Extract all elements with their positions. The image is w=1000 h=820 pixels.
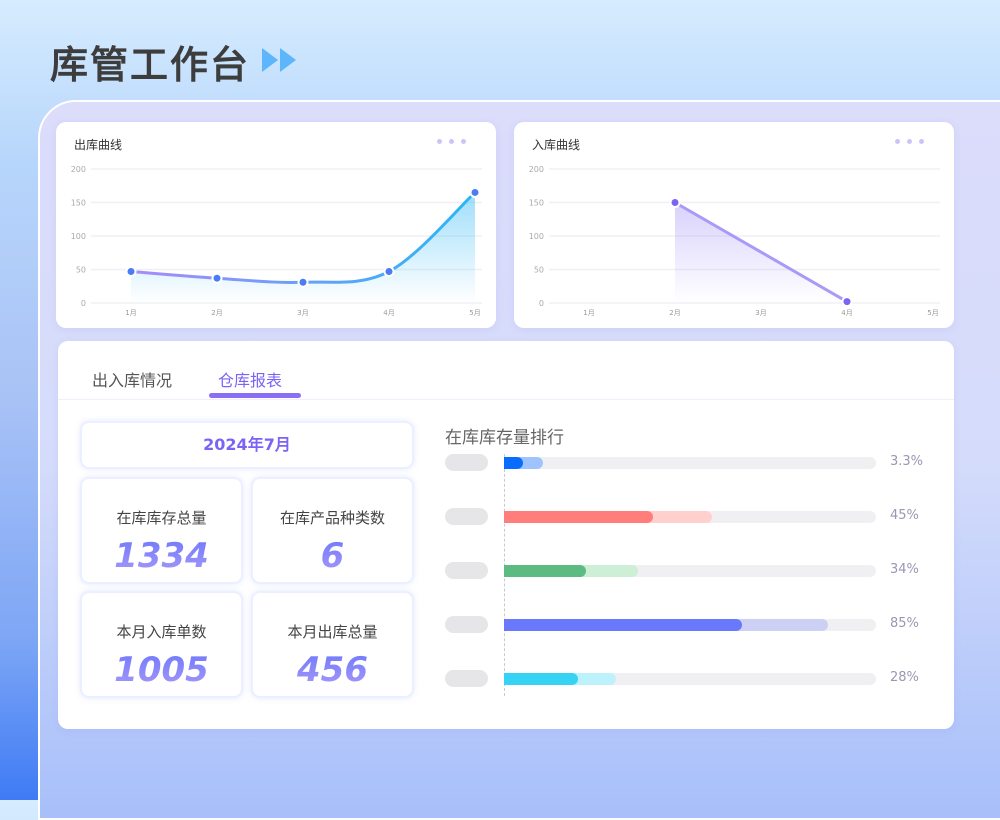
ranking-percent: 85% xyxy=(890,616,919,631)
y-tick-label: 50 xyxy=(76,266,86,275)
x-tick-label: 5月 xyxy=(927,309,938,317)
inbound-chart: 0 50 100 150 200 1月 2月 3月 4月 5月 xyxy=(529,165,940,317)
x-tick-label: 5月 xyxy=(469,309,480,317)
ranking-row: 85% xyxy=(445,616,945,636)
page-title: 库管工作台 xyxy=(50,43,251,87)
x-tick-label: 3月 xyxy=(297,309,308,317)
stat-card: 本月出库总量 456 xyxy=(251,591,414,698)
y-tick-label: 50 xyxy=(534,266,544,275)
progress-track xyxy=(504,619,876,631)
x-tick-label: 2月 xyxy=(211,309,222,317)
data-point xyxy=(213,274,221,282)
ranking-row: 3.3% xyxy=(445,454,945,474)
ranking-row: 45% xyxy=(445,508,945,528)
y-tick-label: 150 xyxy=(529,199,544,208)
progress-track xyxy=(504,511,876,523)
y-tick-label: 100 xyxy=(71,232,86,241)
y-tick-label: 100 xyxy=(529,232,544,241)
y-tick-label: 0 xyxy=(539,299,544,308)
stat-card: 本月入库单数 1005 xyxy=(80,591,243,698)
data-point xyxy=(299,278,307,286)
more-dots-icon[interactable] xyxy=(437,139,466,144)
progress-fill xyxy=(504,457,523,469)
outbound-chart-title: 出库曲线 xyxy=(74,138,123,152)
ranking-label-placeholder xyxy=(445,616,488,633)
report-card: 出入库情况 仓库报表 2024年7月 在库库存总量 1334 在库产品种类数 6… xyxy=(58,341,954,729)
y-tick-label: 200 xyxy=(529,165,544,174)
ranking-percent: 28% xyxy=(890,670,919,685)
data-point xyxy=(127,268,135,276)
stat-value: 456 xyxy=(253,650,412,690)
data-point xyxy=(471,188,479,196)
active-tab-indicator xyxy=(209,393,301,398)
ranking-row: 28% xyxy=(445,670,945,690)
progress-fill xyxy=(504,565,586,577)
data-point xyxy=(843,298,851,306)
stat-value: 1005 xyxy=(82,650,241,690)
y-tick-label: 150 xyxy=(71,199,86,208)
stat-value: 1334 xyxy=(82,536,241,576)
progress-fill xyxy=(504,511,653,523)
double-chevron-right-icon xyxy=(262,48,296,72)
progress-track xyxy=(504,673,876,685)
stat-value: 6 xyxy=(253,536,412,576)
data-point xyxy=(385,268,393,276)
ranking-label-placeholder xyxy=(445,508,488,525)
outbound-chart-card: 出库曲线 0 50 100 150 200 1月 2月 3月 4月 5月 xyxy=(56,122,496,328)
stat-label: 在库产品种类数 xyxy=(279,509,385,527)
data-point xyxy=(671,199,679,206)
stat-label: 本月出库总量 xyxy=(287,623,378,641)
divider xyxy=(58,399,954,400)
ranking-percent: 34% xyxy=(890,562,919,577)
stat-label: 在库库存总量 xyxy=(116,509,207,527)
progress-fill xyxy=(504,619,743,631)
x-tick-label: 4月 xyxy=(841,309,852,317)
tab-inout[interactable]: 出入库情况 xyxy=(92,371,173,390)
progress-fill xyxy=(504,673,579,685)
date-selector[interactable]: 2024年7月 xyxy=(80,421,414,469)
x-tick-label: 3月 xyxy=(755,309,766,317)
ranking-percent: 3.3% xyxy=(890,454,924,469)
ranking-label-placeholder xyxy=(445,454,488,471)
stat-label: 本月入库单数 xyxy=(116,623,207,641)
ranking-label-placeholder xyxy=(445,562,488,579)
x-tick-label: 1月 xyxy=(125,309,136,317)
y-tick-label: 200 xyxy=(71,165,86,174)
ranking-label-placeholder xyxy=(445,670,488,687)
y-tick-label: 0 xyxy=(81,299,86,308)
x-tick-label: 1月 xyxy=(583,309,594,317)
stat-card: 在库库存总量 1334 xyxy=(80,477,243,584)
series-line xyxy=(673,201,849,304)
more-dots-icon[interactable] xyxy=(895,139,924,144)
x-tick-label: 4月 xyxy=(383,309,394,317)
ranking-percent: 45% xyxy=(890,508,919,523)
progress-track xyxy=(504,457,876,469)
ranking-row: 34% xyxy=(445,562,945,582)
outbound-chart: 0 50 100 150 200 1月 2月 3月 4月 5月 xyxy=(71,165,482,317)
progress-track xyxy=(504,565,876,577)
tab-warehouse-report[interactable]: 仓库报表 xyxy=(218,371,283,390)
x-tick-label: 2月 xyxy=(669,309,680,317)
inbound-chart-title: 入库曲线 xyxy=(532,138,581,152)
inbound-chart-card: 入库曲线 0 50 100 150 200 1月 2月 3月 4月 5月 xyxy=(514,122,954,328)
ranking-title: 在库库存量排行 xyxy=(445,428,564,448)
stat-card: 在库产品种类数 6 xyxy=(251,477,414,584)
